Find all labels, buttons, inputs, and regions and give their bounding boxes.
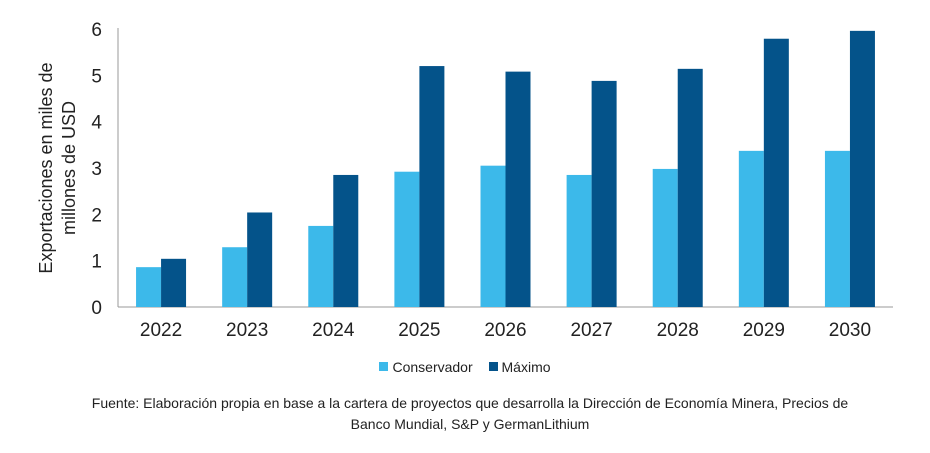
bar-maximo-2029 [763,38,789,307]
bar-conservador-2024 [308,225,334,307]
x-tick-label: 2028 [657,320,699,341]
x-tick-label: 2026 [484,320,526,341]
y-tick-label: 1 [91,252,102,273]
x-tick-label: 2023 [226,320,268,341]
x-tick-label: 2024 [312,320,355,341]
bar-conservador-2022 [136,267,162,307]
bar-conservador-2030 [824,150,850,307]
y-tick-label: 3 [91,159,102,180]
legend-swatch-conservador [379,362,389,371]
bar-maximo-2028 [677,68,703,307]
source-line-2: Banco Mundial, S&P y GermanLithium [350,416,590,432]
x-tick-label: 2025 [398,320,440,341]
bar-maximo-2023 [247,212,273,307]
bar-maximo-2030 [849,30,875,307]
legend-item-maximo: Máximo [488,358,551,375]
legend-label-maximo: Máximo [501,358,551,375]
bar-conservador-2029 [738,150,764,307]
y-axis-label-line-1: Exportaciones en miles de [36,62,56,273]
source-line-1: Fuente: Elaboración propia en base a la … [91,395,849,411]
legend-swatch-maximo [488,362,498,371]
y-axis-label: Exportaciones en miles de millones de US… [36,62,79,273]
y-tick-label: 5 [91,66,102,87]
legend: Conservador Máximo [0,358,930,375]
bar-conservador-2028 [652,168,678,307]
bar-maximo-2025 [419,66,445,307]
x-tick-label: 2022 [140,320,182,341]
bar-maximo-2026 [505,71,531,307]
bar-conservador-2026 [480,165,506,307]
bar-maximo-2027 [591,80,617,307]
y-axis-label-line-2: millones de USD [59,101,79,235]
y-tick-label: 2 [91,205,102,226]
legend-label-conservador: Conservador [392,358,473,375]
x-tick-label: 2029 [743,320,785,341]
bar-conservador-2023 [222,247,248,307]
bar-chart: Exportaciones en miles de millones de US… [36,20,893,341]
legend-item-conservador: Conservador [379,358,473,375]
y-tick-label: 0 [91,298,102,319]
x-tick-label: 2027 [570,320,612,341]
bar-conservador-2027 [566,174,592,307]
y-tick-label: 4 [91,113,102,134]
bar-maximo-2022 [161,258,187,307]
y-tick-label: 6 [91,20,102,41]
x-tick-label: 2030 [829,320,871,341]
bar-maximo-2024 [333,174,359,307]
bar-conservador-2025 [394,171,420,307]
source-note: Fuente: Elaboración propia en base a la … [40,393,900,435]
